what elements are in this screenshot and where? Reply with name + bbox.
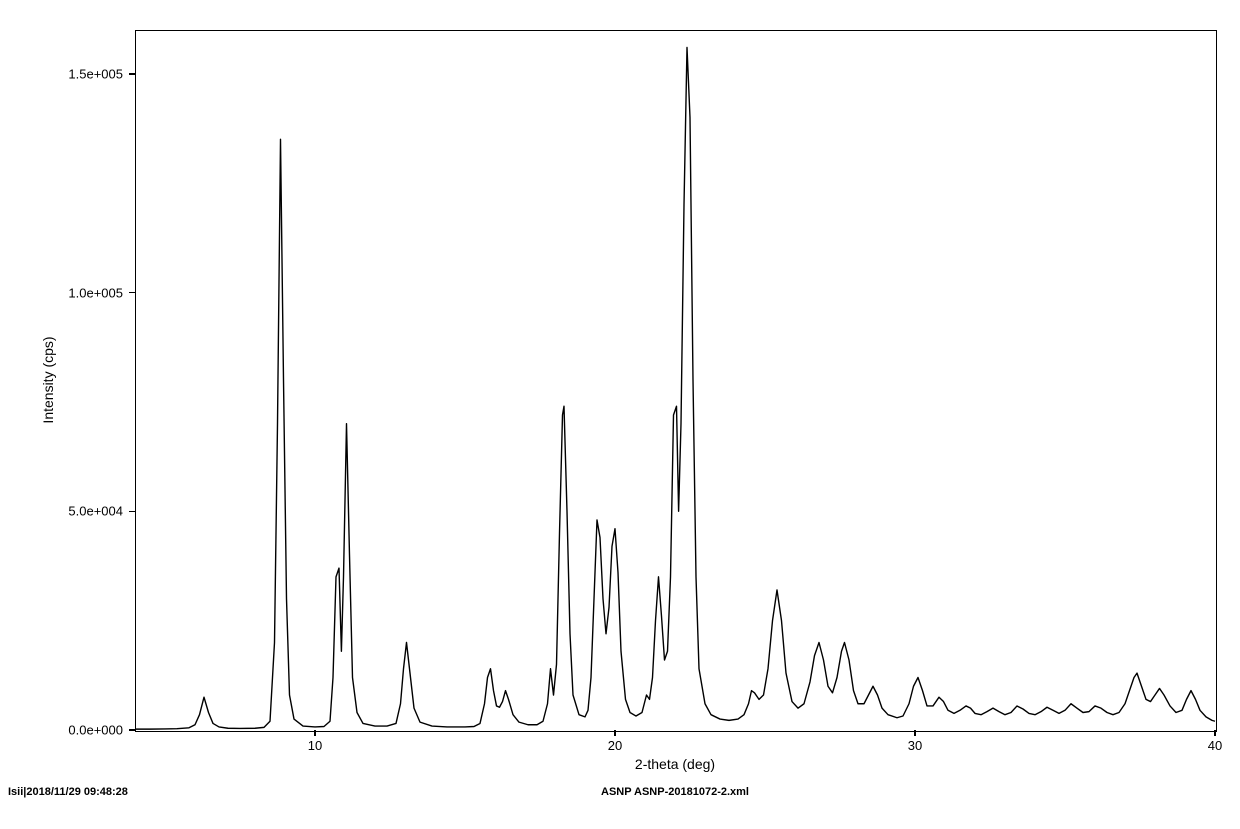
page-root: 0.0e+000 5.0e+004 1.0e+005 1.5e+005 10 20 30 4…: [0, 0, 1240, 829]
x-tick-label: 10: [308, 738, 322, 753]
y-tick-mark: [129, 292, 135, 294]
x-tick-label: 30: [908, 738, 922, 753]
x-tick-mark: [614, 730, 616, 736]
x-tick-mark: [1214, 730, 1216, 736]
footer-timestamp: Isii|2018/11/29 09:48:28: [8, 786, 128, 798]
x-tick-label: 40: [1208, 738, 1222, 753]
xrd-spectrum-plot: [0, 0, 1240, 829]
y-tick-mark: [129, 73, 135, 75]
footer-filename: ASNP ASNP-20181072-2.xml: [601, 786, 749, 798]
x-tick-label: 20: [608, 738, 622, 753]
x-axis-label: 2-theta (deg): [635, 756, 715, 772]
y-tick-mark: [129, 729, 135, 731]
y-tick-mark: [129, 511, 135, 513]
y-tick-label: 5.0e+004: [59, 504, 123, 519]
y-tick-label: 0.0e+000: [59, 723, 123, 738]
y-tick-label: 1.5e+005: [59, 66, 123, 81]
y-tick-label: 1.0e+005: [59, 285, 123, 300]
x-tick-mark: [914, 730, 916, 736]
x-tick-mark: [314, 730, 316, 736]
y-axis-label: Intensity (cps): [40, 336, 56, 423]
